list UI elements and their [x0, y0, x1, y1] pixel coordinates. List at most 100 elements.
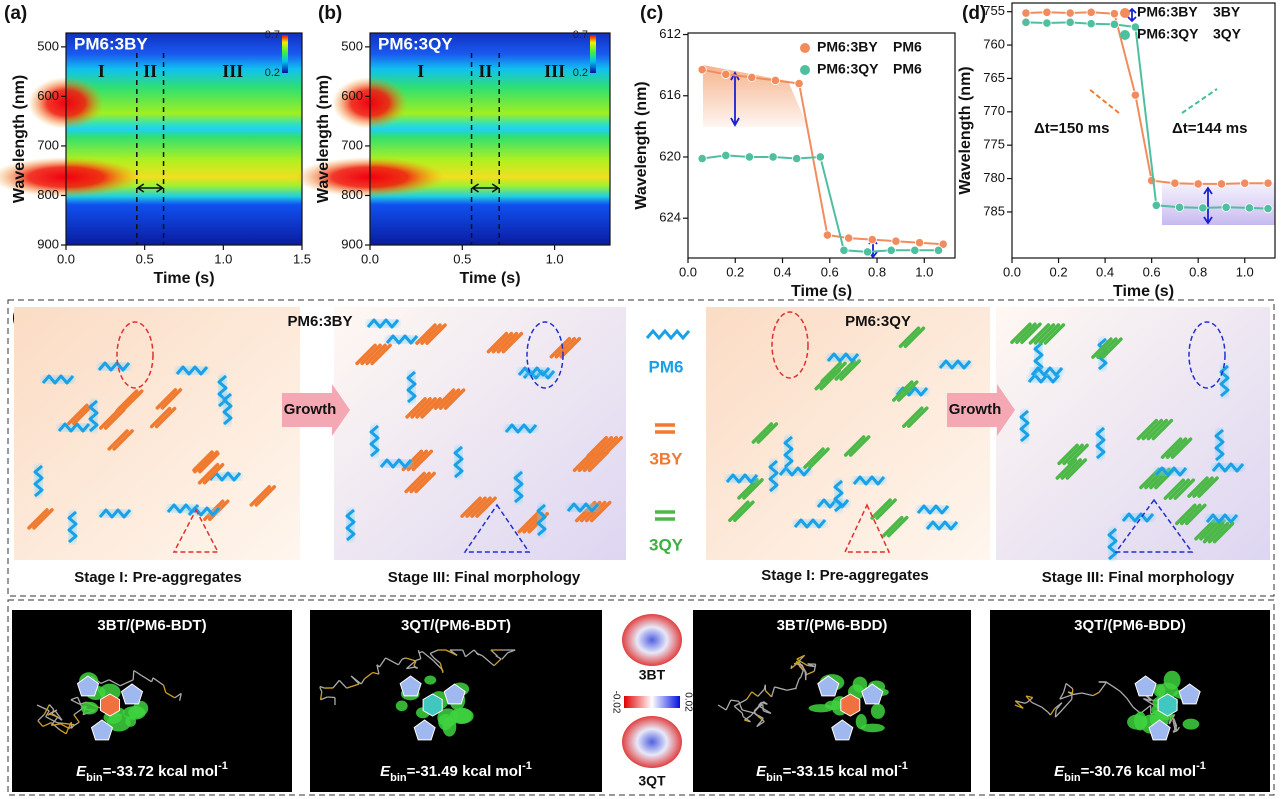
bond: [45, 716, 58, 724]
esp-label: 3QT: [638, 773, 666, 789]
bond: [733, 698, 748, 707]
bond: [501, 652, 509, 660]
acceptor-stack: [589, 500, 612, 523]
stage-caption: Stage I: Pre-aggregates: [74, 569, 242, 586]
interaction-surface: [1156, 682, 1179, 699]
fit-line: [702, 154, 939, 253]
acceptor-stack: [202, 462, 225, 485]
interaction-surface: [424, 675, 437, 685]
stage-label: III: [544, 61, 565, 81]
bond: [753, 711, 757, 715]
bond: [1105, 681, 1119, 691]
polymer-chain: [852, 475, 886, 486]
acceptor-stack: [120, 391, 142, 413]
bond: [45, 710, 50, 718]
acceptor-stack: [751, 422, 774, 444]
ring: [817, 675, 840, 697]
molecule-box: [12, 610, 292, 792]
polymer-chain: [1205, 513, 1239, 524]
acceptor-stack: [460, 496, 482, 518]
bond: [1143, 697, 1155, 706]
bond: [360, 678, 366, 685]
bond: [481, 655, 495, 667]
acceptor-stack: [1055, 458, 1078, 480]
interaction-surface: [442, 717, 457, 737]
bond: [462, 649, 467, 657]
energy-part: =-31.49 kcal mol: [407, 763, 523, 780]
acceptor-stack: [355, 343, 377, 366]
acceptor-stack: [1015, 322, 1037, 344]
bond: [79, 701, 87, 705]
acceptor-stack: [1020, 322, 1042, 344]
acceptor-stack: [1060, 458, 1083, 480]
acceptor-stack: [115, 391, 137, 413]
bond: [774, 686, 788, 691]
acceptor-stack: [559, 337, 582, 359]
bond: [1172, 730, 1178, 733]
acceptor-stack: [414, 471, 436, 494]
polymer-chain: [938, 359, 972, 370]
ring: [1157, 693, 1178, 717]
polymer-chain: [517, 366, 551, 377]
growth-label: Growth: [949, 401, 1002, 418]
bond: [60, 723, 70, 730]
y-tick-label: 700: [37, 137, 59, 152]
polymer-chain: [1121, 512, 1155, 523]
acceptor-stack: [420, 323, 442, 345]
energy-part: =-33.15 kcal mol: [783, 763, 899, 780]
data-point: [1086, 7, 1096, 17]
acceptor-stack: [1173, 478, 1196, 500]
acceptor-stack: [1170, 437, 1193, 459]
polymer-chain: [187, 506, 221, 517]
bond: [133, 669, 142, 677]
bond: [433, 657, 441, 664]
bond: [338, 679, 348, 689]
esp-scale-label: 0.02: [682, 692, 693, 712]
bond: [465, 649, 475, 658]
binding-energy: Ebin=-30.76 kcal mol-1: [1054, 760, 1206, 784]
legend-component: 3BY: [1213, 4, 1241, 20]
bond: [63, 722, 75, 726]
acceptor-stack: [198, 451, 220, 474]
y-axis-label: Wavelength (nm): [315, 75, 332, 203]
x-tick-label: 0.6: [821, 264, 839, 279]
y-tick-label: 700: [341, 137, 363, 152]
bond: [413, 660, 417, 667]
data-point: [794, 78, 804, 89]
bond: [1081, 692, 1094, 697]
data-point: [891, 236, 901, 246]
panel-label: (b): [318, 3, 342, 24]
data-point: [792, 153, 802, 164]
bond: [415, 658, 422, 661]
data-point: [1216, 179, 1227, 189]
acceptor-stack: [405, 397, 427, 419]
bond: [741, 713, 744, 717]
binding-energy: Ebin=-33.72 kcal mol-1: [76, 760, 228, 784]
y-tick-label: 800: [341, 187, 363, 202]
panel-label: (d): [962, 3, 986, 24]
bond: [119, 679, 134, 687]
polymer-chain: [833, 479, 844, 513]
acceptor-stack: [98, 408, 121, 430]
y-tick-label: 616: [659, 87, 681, 102]
acceptor-stack: [415, 397, 437, 419]
data-point: [867, 235, 877, 245]
ring: [1148, 719, 1171, 741]
schematic-box: [14, 307, 300, 560]
data-point: [938, 239, 948, 249]
bond: [346, 683, 360, 689]
binding-energy: Ebin=-33.15 kcal mol-1: [756, 760, 908, 784]
complex-title: 3BT/(PM6-BDT): [97, 617, 206, 634]
y-tick-label: 900: [341, 236, 363, 251]
acceptor-stack: [425, 323, 447, 345]
acceptor-stack: [411, 449, 434, 472]
polymer-chain: [379, 458, 413, 469]
acceptor-stack: [839, 359, 861, 381]
acceptor-stack: [1057, 443, 1079, 466]
acceptor-stack: [365, 343, 387, 366]
data-point: [1065, 17, 1075, 27]
acceptor-stack: [898, 326, 921, 349]
bond: [800, 670, 804, 678]
acceptor-stack: [875, 498, 897, 520]
acceptor-stack: [470, 496, 492, 518]
